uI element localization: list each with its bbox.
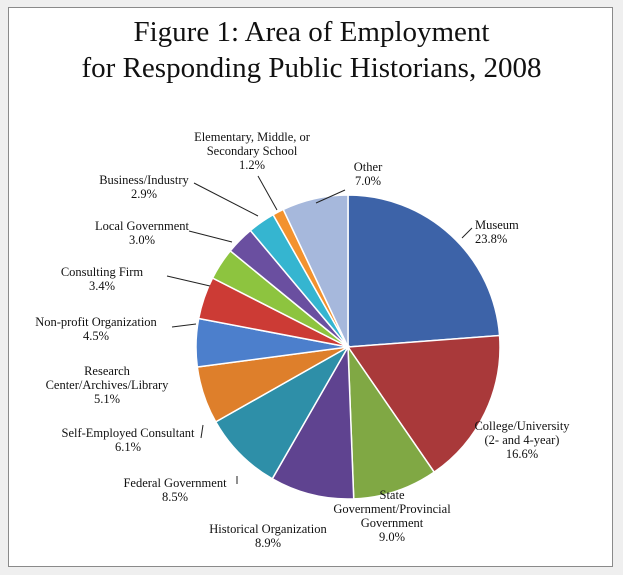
slice-value-11: 1.2% xyxy=(239,158,265,172)
slice-label-6: Research Center/Archives/Library 5.1% xyxy=(46,364,170,406)
pie-slice-12 xyxy=(282,194,349,348)
slice-label-line-3-0: Historical Organization xyxy=(209,522,327,536)
leader-line-5 xyxy=(200,424,204,439)
slice-value-0: 23.8% xyxy=(475,232,507,246)
slice-label-12: Other 7.0% xyxy=(354,160,383,188)
slice-value-7: 4.5% xyxy=(83,329,109,343)
leader-line-12 xyxy=(315,189,346,204)
slice-label-line-1-1: (2- and 4-year) xyxy=(485,433,560,447)
slice-value-2: 9.0% xyxy=(379,530,405,544)
slice-label-7: Non-profit Organization 4.5% xyxy=(35,315,157,343)
slice-value-4: 8.5% xyxy=(162,490,188,504)
slice-label-11: Elementary, Middle, or Secondary School 1.… xyxy=(194,130,311,172)
slice-label-line-10-0: Business/Industry xyxy=(99,173,189,187)
slice-value-5: 6.1% xyxy=(115,440,141,454)
slice-label-line-2-0: State xyxy=(380,488,405,502)
slice-label-1: College/University (2- and 4-year) 16.6% xyxy=(474,419,570,461)
slice-label-2: State Government/Provincial Government 9.0% xyxy=(333,488,451,544)
leader-line-0 xyxy=(461,227,473,239)
slice-label-8: Consulting Firm 3.4% xyxy=(61,265,144,293)
leader-line-8 xyxy=(166,275,211,287)
slice-value-8: 3.4% xyxy=(89,279,115,293)
slice-label-5: Self-Employed Consultant 6.1% xyxy=(62,426,195,454)
slice-label-9: Local Government 3.0% xyxy=(95,219,190,247)
slice-label-line-11-0: Elementary, Middle, or xyxy=(194,130,311,144)
slice-label-line-11-1: Secondary School xyxy=(207,144,298,158)
slice-label-4: Federal Government 8.5% xyxy=(123,476,227,504)
slice-label-line-1-0: College/University xyxy=(474,419,570,433)
slice-value-1: 16.6% xyxy=(506,447,538,461)
slice-value-6: 5.1% xyxy=(94,392,120,406)
chart-title: Figure 1: Area of Employment for Respond… xyxy=(0,14,623,86)
leader-line-7 xyxy=(171,323,197,328)
leader-line-11 xyxy=(257,175,278,211)
slice-label-10: Business/Industry 2.9% xyxy=(99,173,189,201)
slice-value-10: 2.9% xyxy=(131,187,157,201)
slice-labels: Museum 23.8% College/University (2- and 4-y… xyxy=(35,130,570,550)
slice-label-line-4-0: Federal Government xyxy=(123,476,227,490)
chart-title-line-2: for Responding Public Historians, 2008 xyxy=(81,52,542,84)
pie-slice-3 xyxy=(271,344,355,500)
slice-label-line-12-0: Other xyxy=(354,160,383,174)
slice-value-12: 7.0% xyxy=(355,174,381,188)
slice-value-3: 8.9% xyxy=(255,536,281,550)
leader-line-9 xyxy=(188,230,233,243)
slice-label-line-5-0: Self-Employed Consultant xyxy=(62,426,195,440)
pie-slice-2 xyxy=(347,344,436,500)
slice-label-3: Historical Organization 8.9% xyxy=(209,522,327,550)
leader-line-10 xyxy=(193,182,259,217)
slice-label-0: Museum 23.8% xyxy=(475,218,519,246)
slice-value-9: 3.0% xyxy=(129,233,155,247)
chart-title-line-1: Figure 1: Area of Employment xyxy=(133,16,490,48)
slice-label-line-6-0: Research xyxy=(84,364,131,378)
pie-slice-1 xyxy=(346,334,501,474)
slice-label-line-2-2: Government xyxy=(361,516,424,530)
slice-label-line-8-0: Consulting Firm xyxy=(61,265,144,279)
slice-label-line-7-0: Non-profit Organization xyxy=(35,315,157,329)
slice-label-line-6-1: Center/Archives/Library xyxy=(46,378,170,392)
slice-label-line-9-0: Local Government xyxy=(95,219,190,233)
leader-lines xyxy=(166,175,473,484)
slice-label-line-2-1: Government/Provincial xyxy=(333,502,451,516)
pie-slices xyxy=(195,194,501,500)
slice-label-line-0-0: Museum xyxy=(475,218,519,232)
pie-slice-0 xyxy=(347,194,501,348)
